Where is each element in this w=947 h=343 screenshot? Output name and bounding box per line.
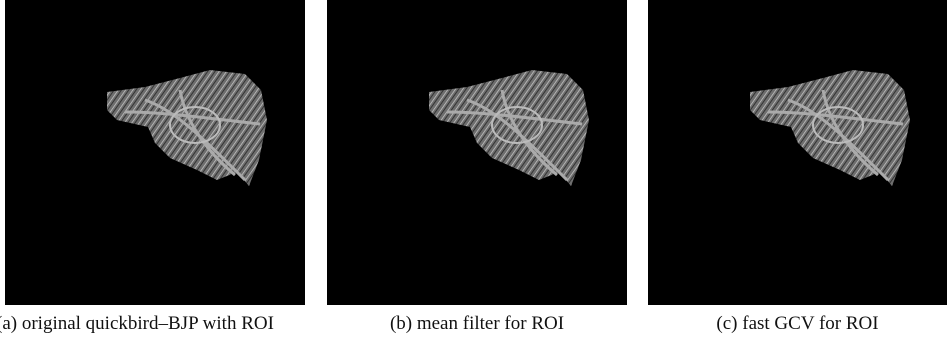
caption: (a) original quickbird–BJP with ROI [0,313,274,335]
image-c [648,0,947,305]
image-b [327,0,627,305]
caption: (b) mean filter for ROI [327,313,627,335]
image-a [5,0,305,305]
figure: (a) original quickbird–BJP with ROI (b) … [0,0,947,343]
caption: (c) fast GCV for ROI [648,313,947,335]
